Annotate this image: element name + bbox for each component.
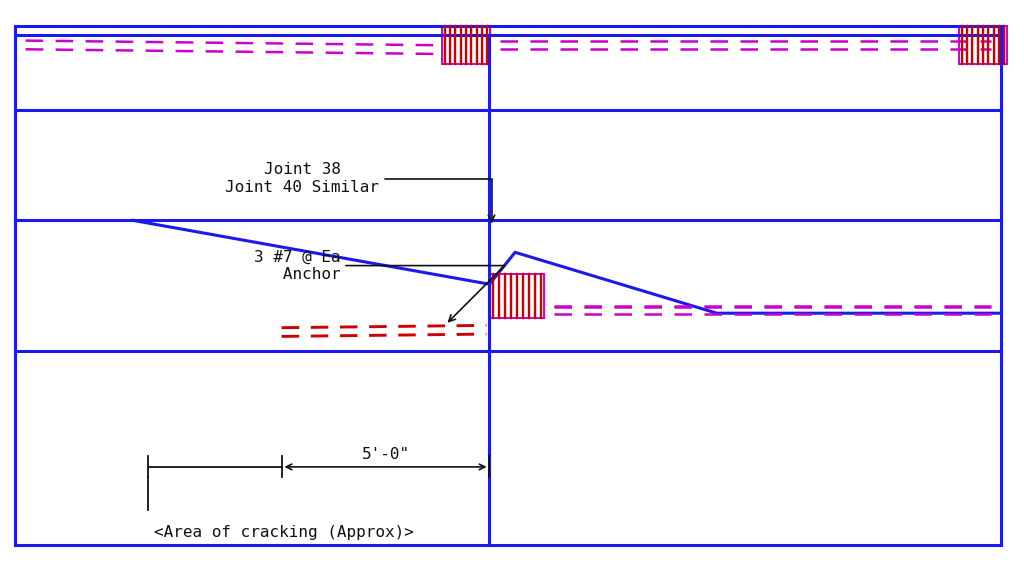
Text: 5'-0": 5'-0" <box>361 447 410 462</box>
Bar <box>442 26 489 64</box>
Bar <box>958 26 1008 64</box>
Text: <Area of cracking (Approx)>: <Area of cracking (Approx)> <box>154 525 414 540</box>
Text: Joint 38
Joint 40 Similar: Joint 38 Joint 40 Similar <box>225 162 495 222</box>
Text: 3 #7 @ Ea
   Anchor: 3 #7 @ Ea Anchor <box>254 249 505 321</box>
Bar <box>490 274 544 318</box>
